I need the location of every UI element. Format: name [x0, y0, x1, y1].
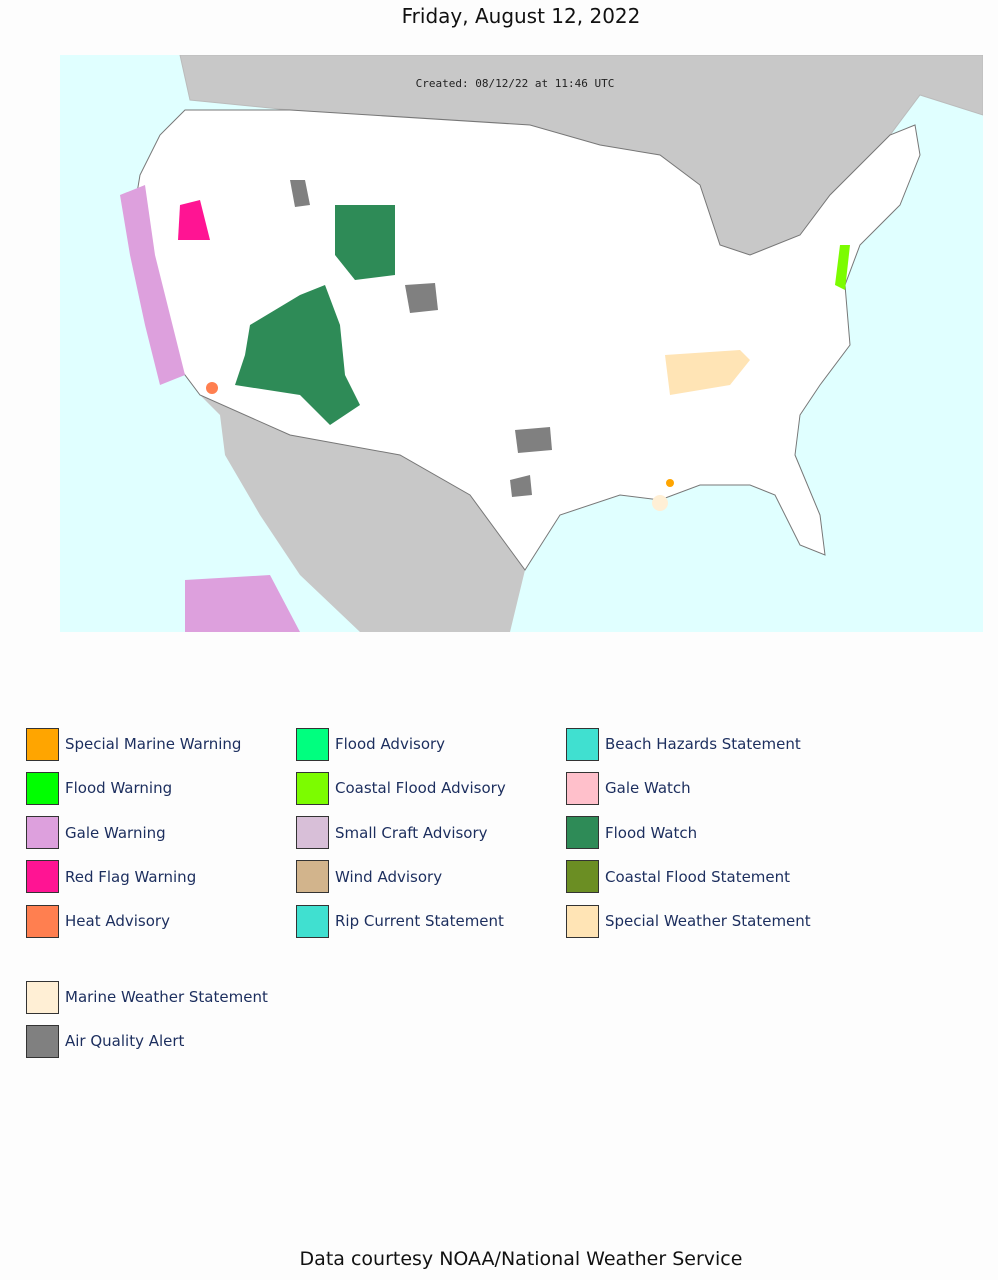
coastal-flood-area: [835, 245, 850, 290]
red-flag-area: [178, 200, 210, 240]
legend-label: Special Weather Statement: [605, 912, 811, 931]
page-title: Friday, August 12, 2022: [401, 4, 641, 28]
legend-swatch: [566, 771, 599, 805]
gale-warning-area: [185, 575, 300, 632]
legend-label: Gale Watch: [605, 779, 691, 798]
legend-item: Coastal Flood Statement: [566, 860, 790, 894]
legend-label: Beach Hazards Statement: [605, 735, 801, 753]
legend-swatch: [296, 904, 329, 938]
legend-swatch: [566, 904, 599, 938]
air-quality-area: [510, 475, 532, 497]
legend-swatch: [26, 980, 59, 1014]
legend-item: Flood Warning: [26, 771, 172, 805]
legend-label: Red Flag Warning: [65, 867, 197, 886]
legend-swatch: [296, 771, 329, 805]
legend-swatch: [566, 727, 599, 761]
legend-item: Coastal Flood Advisory: [296, 771, 506, 805]
legend-item: Flood Watch: [566, 816, 697, 850]
air-quality-area: [515, 427, 552, 453]
legend-label: Coastal Flood Statement: [605, 867, 791, 886]
heat-advisory-area: [206, 382, 218, 394]
legend-swatch: [296, 816, 329, 850]
legend-label: Flood Advisory: [335, 735, 446, 753]
legend-item: Gale Watch: [566, 771, 691, 805]
legend-item: Small Craft Advisory: [296, 816, 488, 850]
legend-label: Wind Advisory: [335, 867, 443, 886]
air-quality-area: [405, 283, 438, 313]
special-weather-area: [665, 350, 750, 395]
legend-item: Red Flag Warning: [26, 860, 196, 894]
legend-item: Special Marine Warning: [26, 727, 241, 761]
flood-watch-area: [335, 205, 395, 280]
legend-swatch: [26, 904, 59, 938]
legend-label: Flood Watch: [605, 823, 698, 842]
legend-swatch: [26, 816, 59, 850]
legend-label: Marine Weather Statement: [65, 988, 268, 1006]
legend-item: Gale Warning: [26, 816, 166, 850]
legend-swatch: [26, 771, 59, 805]
footer: Data courtesy NOAA/National Weather Serv…: [299, 1248, 743, 1270]
united-states: [129, 109, 921, 571]
legend-swatch: [26, 1024, 59, 1058]
flood-watch-area: [235, 285, 360, 425]
legend-item: Air Quality Alert: [26, 1024, 184, 1058]
legend-item: Special Weather Statement: [566, 904, 811, 938]
legend-swatch: [566, 860, 599, 894]
legend-label: Rip Current Statement: [335, 912, 504, 931]
legend-item: Marine Weather Statement: [26, 980, 268, 1014]
mexico: [200, 395, 525, 632]
legend-label: Flood Warning: [65, 779, 173, 798]
legend-label: Air Quality Alert: [65, 1032, 185, 1051]
legend-swatch: [566, 816, 599, 850]
air-quality-area: [290, 180, 310, 207]
legend-item: Wind Advisory: [296, 860, 442, 894]
legend-swatch: [296, 860, 329, 894]
legend-swatch: [26, 860, 59, 894]
legend-item: Heat Advisory: [26, 904, 170, 938]
legend-swatch: [26, 727, 59, 761]
marine-statement-area: [652, 495, 668, 511]
created-stamp: Created: 08/12/22 at 11:46 UTC: [416, 77, 615, 90]
gale-warning-area: [120, 185, 185, 385]
legend-item: Flood Advisory: [296, 727, 445, 761]
legend-label: Heat Advisory: [65, 912, 170, 931]
legend-label: Special Marine Warning: [65, 735, 242, 753]
legend-label: Coastal Flood Advisory: [335, 779, 506, 798]
hazard-map: Created: 08/12/22 at 11:46 UTC: [60, 55, 983, 632]
legend-label: Gale Warning: [65, 823, 166, 842]
legend-label: Small Craft Advisory: [335, 823, 488, 842]
special-marine-area: [666, 479, 674, 487]
legend-item: Beach Hazards Statement: [566, 727, 801, 761]
legend-swatch: [296, 727, 329, 761]
legend-item: Rip Current Statement: [296, 904, 504, 938]
